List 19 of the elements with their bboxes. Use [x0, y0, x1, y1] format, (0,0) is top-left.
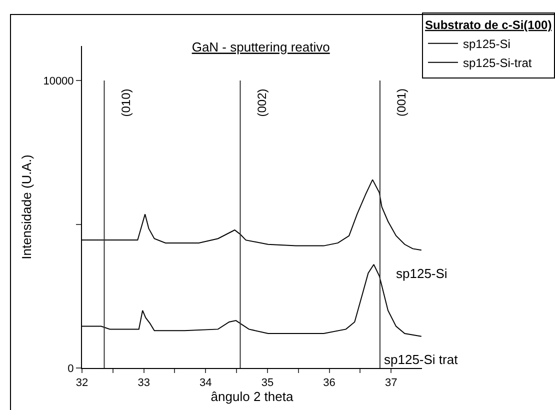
x-tick-label: 34 — [200, 377, 212, 390]
x-axis-title: ângulo 2 theta — [210, 389, 294, 404]
legend-label: sp125-Si-trat — [463, 56, 532, 70]
x-tick-label: 36 — [323, 377, 336, 390]
annotation: sp125-Si trat — [384, 352, 458, 367]
annotation: (010) — [118, 88, 133, 117]
x-tick-label: 32 — [76, 377, 88, 390]
annotation: (001) — [394, 88, 408, 116]
legend-title: Substrato de c-Si(100) — [425, 18, 552, 32]
legend-label: sp125-Si — [463, 37, 510, 52]
x-tick-label: 33 — [138, 377, 150, 390]
x-tick-label: 35 — [261, 377, 274, 390]
chart-title: GaN - sputtering reativo — [192, 40, 330, 55]
x-tick-label: 37 — [384, 377, 398, 390]
y-tick-label: 10000 — [43, 75, 74, 88]
annotation: sp125-Si — [396, 266, 448, 281]
annotation: (002) — [254, 88, 269, 117]
y-tick-label: 0 — [68, 362, 74, 375]
y-axis-title: Intensidade (U.A.) — [19, 154, 34, 260]
